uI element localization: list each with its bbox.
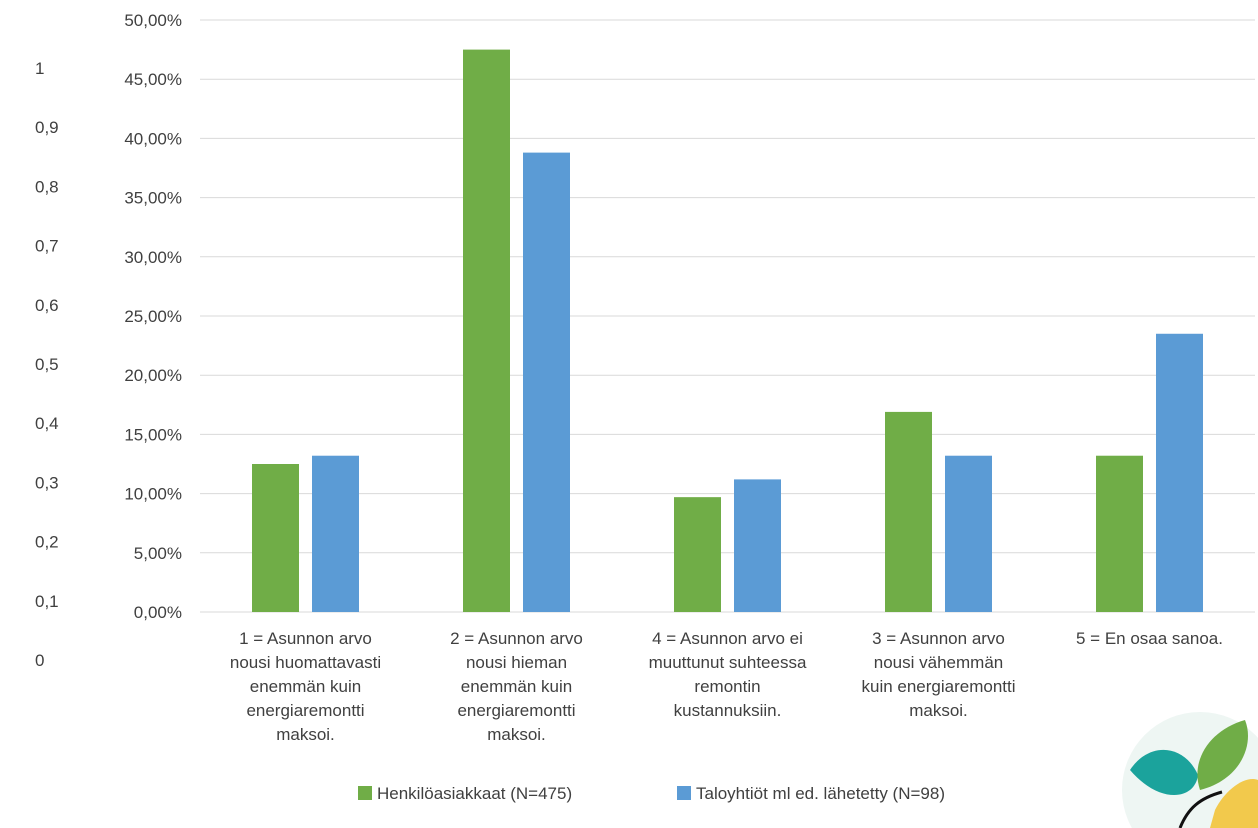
y-tick-label: 30,00%: [124, 248, 182, 267]
bar-taloyhtiot: [312, 455, 359, 612]
secondary-y-tick-label: 0,2: [35, 533, 59, 552]
x-category-label: 3 = Asunnon arvo nousi vähemmän kuin energ…: [861, 629, 1015, 720]
secondary-y-tick-label: 0: [35, 651, 44, 670]
secondary-y-tick-label: 0,4: [35, 414, 59, 433]
secondary-y-axis: 0 0,1 0,2 0,3 0,4 0,5 0,6 0,7 0,8 0,9 1: [35, 59, 59, 670]
y-tick-label: 40,00%: [124, 129, 182, 148]
bar-henkiloasiakkaat: [885, 411, 932, 612]
bar-henkiloasiakkaat: [1096, 455, 1143, 612]
y-tick-label: 15,00%: [124, 425, 182, 444]
secondary-y-tick-label: 0,6: [35, 296, 59, 315]
x-category-label: 5 = En osaa sanoa.: [1076, 629, 1223, 648]
bars: [252, 49, 1203, 613]
secondary-y-tick-label: 0,8: [35, 177, 59, 196]
y-tick-label: 25,00%: [124, 307, 182, 326]
y-tick-label: 5,00%: [134, 544, 182, 563]
legend: Henkilöasiakkaat (N=475) Taloyhtiöt ml ed…: [358, 784, 945, 803]
bar-taloyhtiot: [734, 479, 781, 612]
y-tick-label: 10,00%: [124, 485, 182, 504]
x-category-label: 1 = Asunnon arvo nousi huomattavasti enemm…: [230, 629, 381, 744]
bar-henkiloasiakkaat: [463, 49, 510, 613]
bar-henkiloasiakkaat: [674, 497, 721, 612]
gridlines: [200, 19, 1255, 613]
bar-taloyhtiot: [523, 152, 570, 612]
secondary-y-tick-label: 1: [35, 59, 44, 78]
y-axis: 0,00% 5,00% 10,00% 15,00% 20,00% 25,00% 30,00%…: [124, 11, 182, 622]
bar-taloyhtiot: [1156, 333, 1203, 612]
x-axis: 1 = Asunnon arvo nousi huomattavasti enemm…: [230, 629, 1223, 744]
y-tick-label: 50,00%: [124, 11, 182, 30]
secondary-y-tick-label: 0,7: [35, 237, 59, 256]
legend-swatch: [677, 786, 691, 800]
legend-label: Henkilöasiakkaat (N=475): [377, 784, 572, 803]
secondary-y-tick-label: 0,1: [35, 592, 59, 611]
x-category-label: 4 = Asunnon arvo ei muuttunut suhteessa re…: [649, 629, 807, 720]
legend-swatch: [358, 786, 372, 800]
x-category-label: 2 = Asunnon arvo nousi hieman enemmän kuin…: [450, 629, 583, 744]
secondary-y-tick-label: 0,9: [35, 118, 59, 137]
y-tick-label: 0,00%: [134, 603, 182, 622]
secondary-y-tick-label: 0,5: [35, 355, 59, 374]
bar-henkiloasiakkaat: [252, 464, 299, 612]
y-tick-label: 45,00%: [124, 70, 182, 89]
secondary-y-tick-label: 0,3: [35, 473, 59, 492]
y-tick-label: 20,00%: [124, 366, 182, 385]
legend-label: Taloyhtiöt ml ed. lähetetty (N=98): [696, 784, 945, 803]
y-tick-label: 35,00%: [124, 189, 182, 208]
bar-taloyhtiot: [945, 455, 992, 612]
logo-emblem: [1122, 712, 1258, 828]
